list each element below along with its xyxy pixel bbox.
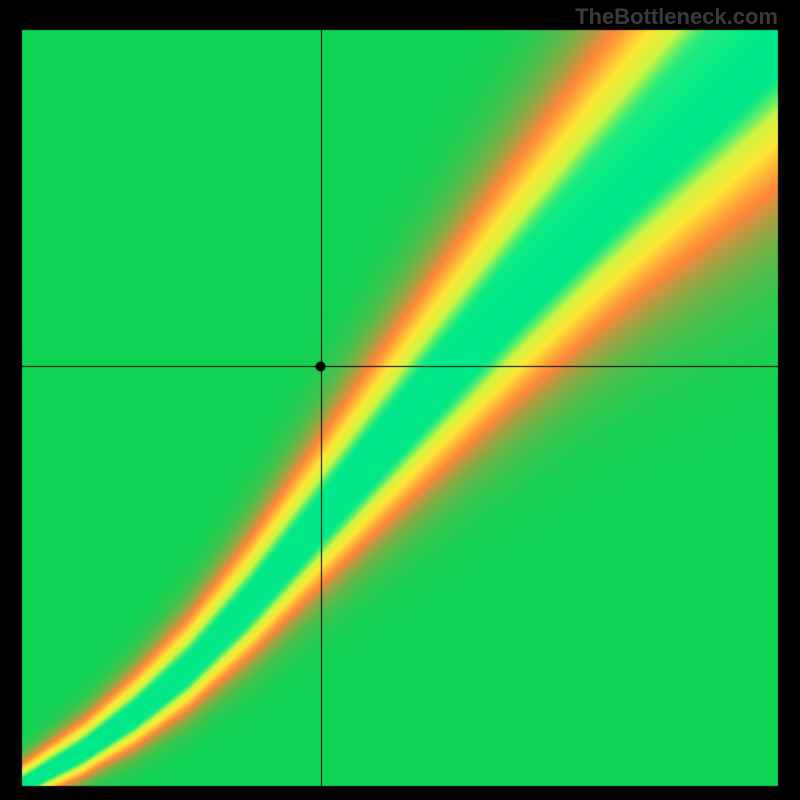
chart-container: TheBottleneck.com: [0, 0, 800, 800]
watermark-text: TheBottleneck.com: [575, 4, 778, 30]
bottleneck-heatmap: [0, 0, 800, 800]
